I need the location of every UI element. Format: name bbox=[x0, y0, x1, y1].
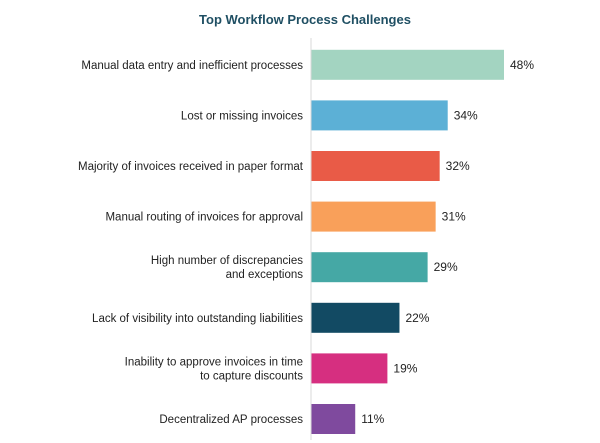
category-label-6: Lack of visibility into outstanding liab… bbox=[92, 313, 303, 325]
chart-title: Top Workflow Process Challenges bbox=[199, 12, 411, 27]
category-label-4: Manual routing of invoices for approval bbox=[105, 212, 303, 224]
value-label-1: 48% bbox=[510, 58, 534, 72]
category-label-1: Manual data entry and inefficient proces… bbox=[81, 60, 303, 72]
bar-3 bbox=[311, 151, 440, 181]
bars-group: 48% Manual data entry and inefficient pro… bbox=[78, 49, 534, 434]
bar-4 bbox=[311, 201, 436, 232]
bar-6 bbox=[311, 302, 400, 333]
category-label-7: Inability to approve invoices in time to … bbox=[125, 356, 304, 382]
bar-5 bbox=[311, 252, 428, 283]
category-label-5: High number of discrepancies and exceptio… bbox=[151, 255, 303, 281]
value-label-3: 32% bbox=[446, 159, 470, 173]
bar-2 bbox=[311, 100, 448, 131]
category-label-2: Lost or missing invoices bbox=[181, 110, 303, 122]
value-label-4: 31% bbox=[442, 210, 466, 224]
category-label-8: Decentralized AP processes bbox=[159, 414, 303, 426]
value-label-2: 34% bbox=[454, 108, 478, 122]
bar-8 bbox=[311, 404, 356, 434]
bar-1 bbox=[311, 49, 504, 80]
bar-7 bbox=[311, 353, 388, 384]
value-label-5: 29% bbox=[434, 260, 458, 274]
category-label-3: Majority of invoices received in paper f… bbox=[78, 161, 304, 173]
value-label-8: 11% bbox=[361, 412, 384, 426]
value-label-7: 19% bbox=[393, 361, 417, 375]
value-label-6: 22% bbox=[405, 311, 429, 325]
